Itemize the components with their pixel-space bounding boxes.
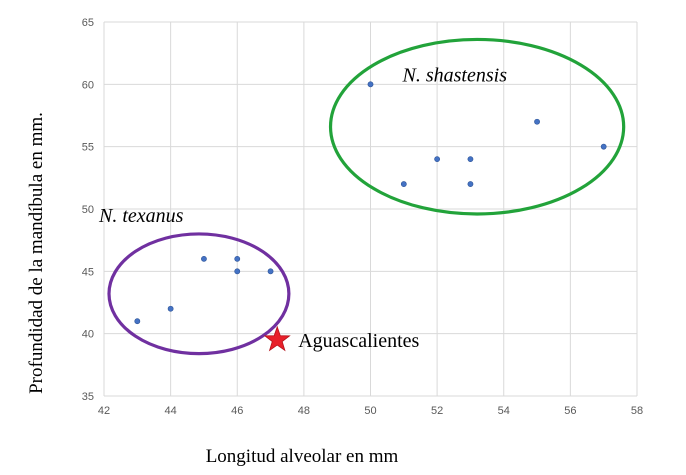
y-axis-title: Profundidad de la mandíbula en mm. xyxy=(26,112,47,394)
annotation-labels: N. texanus N. shastensis Aguascalientes xyxy=(98,64,507,351)
x-tick-label: 46 xyxy=(231,405,243,417)
data-point xyxy=(201,255,207,262)
x-tick-label: 48 xyxy=(298,405,310,417)
y-tick-label: 65 xyxy=(82,17,94,29)
data-point xyxy=(534,118,540,125)
data-point xyxy=(167,305,174,312)
x-tick-label: 42 xyxy=(98,405,110,417)
x-axis-title: Longitud alveolar en mm xyxy=(206,446,399,467)
y-tick-label: 45 xyxy=(82,266,94,278)
group-ellipse-1 xyxy=(328,37,626,216)
data-point xyxy=(234,268,241,275)
data-point xyxy=(267,268,274,275)
y-tick-label: 50 xyxy=(82,204,94,216)
data-point xyxy=(467,156,474,163)
group-label: N. texanus xyxy=(98,205,184,227)
x-tick-label: 56 xyxy=(564,405,576,417)
data-point xyxy=(467,181,474,187)
group-label: N. shastensis xyxy=(402,64,508,86)
x-tick-label: 50 xyxy=(364,405,376,417)
group-ellipses xyxy=(107,37,626,356)
data-point xyxy=(234,255,241,262)
data-point xyxy=(400,181,407,187)
annotation-label: Aguascalientes xyxy=(298,330,419,352)
y-tick-label: 40 xyxy=(82,329,94,341)
data-point xyxy=(600,143,607,150)
data-points xyxy=(134,81,607,325)
x-tick-label: 44 xyxy=(165,405,177,417)
star-icon xyxy=(263,325,291,352)
x-tick-label: 52 xyxy=(431,405,443,417)
annotation-markers xyxy=(263,325,291,352)
y-tick-label: 35 xyxy=(82,391,94,403)
x-tick-labels: 42 44 46 48 50 52 54 56 58 xyxy=(98,405,643,417)
group-ellipse-0 xyxy=(107,232,291,356)
data-point xyxy=(367,81,374,88)
x-tick-label: 54 xyxy=(498,405,510,417)
x-tick-label: 58 xyxy=(631,405,643,417)
y-tick-label: 60 xyxy=(82,79,94,91)
y-tick-label: 55 xyxy=(82,142,94,154)
y-tick-labels: 35 40 45 50 55 60 65 xyxy=(82,17,94,403)
data-point xyxy=(134,318,141,325)
data-point xyxy=(434,156,441,163)
